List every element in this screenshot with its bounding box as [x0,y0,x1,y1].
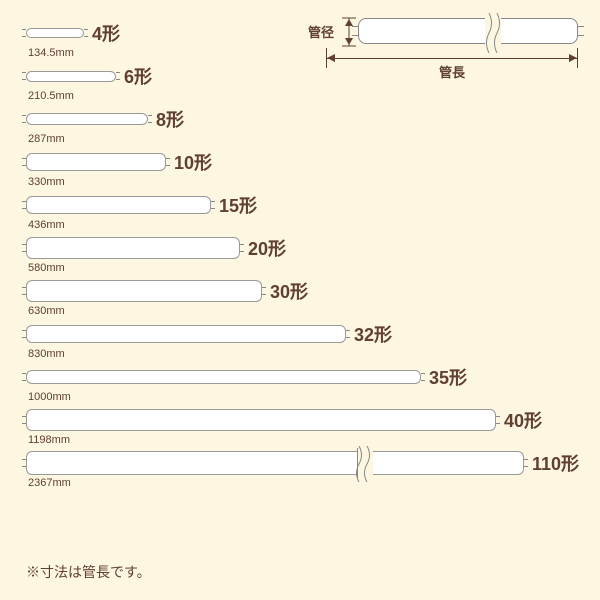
form-label: 4形 [92,20,120,46]
tube-graphic [26,409,496,431]
form-label: 40形 [504,407,542,433]
footnote: ※寸法は管長です。 [26,562,151,582]
tube-row: 15形436mm [26,192,600,231]
dimension-label: 1000mm [28,391,600,403]
diagram-tube [358,18,578,44]
tube-size-list: 4形134.5mm6形210.5mm8形287mm10形330mm15形436m… [26,20,600,493]
dimension-label: 830mm [28,348,600,360]
form-label: 15形 [219,192,257,218]
tube-row: 30形630mm [26,278,600,317]
dimension-label: 287mm [28,133,600,145]
form-label: 20形 [248,235,286,261]
tube-graphic [26,153,166,171]
form-label: 30形 [270,278,308,304]
tube-graphic [26,280,262,302]
tube-graphic [26,325,346,343]
dimension-label: 210.5mm [28,90,600,102]
dimension-label: 2367mm [28,477,600,489]
dimension-label: 330mm [28,176,600,188]
form-label: 32形 [354,321,392,347]
tube-row: 32形830mm [26,321,600,360]
tube-row: 10形330mm [26,149,600,188]
tube-graphic [26,237,240,259]
dimension-diagram: 管径 管長 [308,18,578,70]
tube-row: 35形1000mm [26,364,600,403]
tube-graphic [26,451,524,475]
dimension-label: 580mm [28,262,600,274]
length-dimension: 管長 [326,48,578,70]
tube-graphic [26,28,84,38]
dimension-label: 630mm [28,305,600,317]
form-label: 6形 [124,63,152,89]
tube-graphic [26,196,211,214]
form-label: 8形 [156,106,184,132]
dimension-label: 1198mm [28,434,600,446]
tube-graphic [26,113,148,125]
tube-row: 20形580mm [26,235,600,274]
dimension-label: 436mm [28,219,600,231]
break-mark-icon [485,13,505,53]
form-label: 10形 [174,149,212,175]
form-label: 110形 [532,450,579,476]
form-label: 35形 [429,364,467,390]
diameter-label: 管径 [308,22,334,41]
tube-graphic [26,370,421,384]
length-label: 管長 [326,62,578,81]
tube-row: 40形1198mm [26,407,600,446]
tube-row: 8形287mm [26,106,600,145]
tube-row: 110形2367mm [26,450,600,489]
tube-graphic [26,71,116,82]
